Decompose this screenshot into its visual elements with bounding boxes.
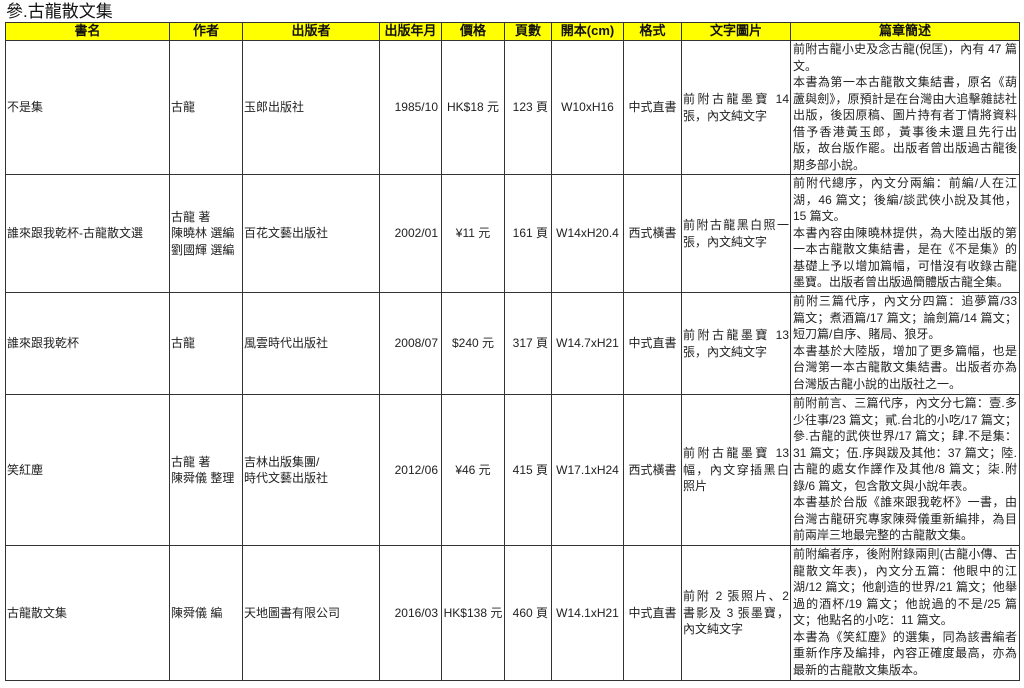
pages-cell: 460 頁 <box>504 545 552 681</box>
table-row: 古龍散文集 陳舜儀 編 天地圖書有限公司 2016/03 HK$138 元 460 頁 W1… <box>5 545 1020 681</box>
format-cell: 中式直書 <box>623 545 682 681</box>
publisher-cell: 天地圖書有限公司 <box>242 545 380 681</box>
column-header: 書名 <box>5 22 170 41</box>
author-line: 陳舜儀 整理 <box>171 471 235 485</box>
description-paragraph: 前附編者序，後附附錄兩則(古龍小傳、古龍散文年表)，內文分五篇：他眼中的江湖/1… <box>793 547 1017 627</box>
size-cell: W17.1xH24 <box>551 394 624 546</box>
column-header: 出版年月 <box>379 22 442 41</box>
book-name-cell: 誰來跟我乾杯-古龍散文選 <box>5 174 170 293</box>
author-line: 古龍 著 <box>171 209 211 224</box>
price-cell: HK$138 元 <box>441 545 505 681</box>
pictures-cell: 前附古龍墨寶 14 張，內文純文字 <box>681 40 791 175</box>
date-cell: 2016/03 <box>379 545 442 681</box>
pages-cell: 415 頁 <box>504 394 552 546</box>
pictures-cell: 前附 2 張照片、2 書影及 3 張墨寶，內文純文字 <box>681 545 791 681</box>
description-cell: 前附前言、三篇代序，內文分七篇：壹.多少往事/23 篇文；貳.台北的小吃/17 … <box>790 394 1020 546</box>
price-cell: HK$18 元 <box>441 40 505 175</box>
publisher-cell: 吉林出版集團/時代文藝出版社 <box>242 394 380 546</box>
description-cell: 前附三篇代序，內文分四篇：追夢篇/33 篇文；煮酒篇/17 篇文；論劍篇/14 … <box>790 292 1020 395</box>
price-cell: $240 元 <box>441 292 505 395</box>
description-paragraph: 前附三篇代序，內文分四篇：追夢篇/33 篇文；煮酒篇/17 篇文；論劍篇/14 … <box>793 294 1017 341</box>
column-header: 作者 <box>169 22 243 41</box>
publisher-cell: 百花文藝出版社 <box>242 174 380 293</box>
publisher-line: 吉林出版集團/ <box>244 454 320 469</box>
book-name-cell: 古龍散文集 <box>5 545 170 681</box>
format-cell: 西式橫書 <box>623 394 682 546</box>
column-header: 開本(cm) <box>551 22 624 41</box>
publisher-line: 天地圖書有限公司 <box>244 605 341 620</box>
date-cell: 2008/07 <box>379 292 442 395</box>
pages-cell: 317 頁 <box>504 292 552 395</box>
author-line: 古龍 <box>171 336 196 351</box>
author-line: 劉國輝 選編 <box>171 242 235 257</box>
publisher-line: 百花文藝出版社 <box>244 226 329 241</box>
format-cell: 中式直書 <box>623 292 682 395</box>
table-row: 不是集 古龍 玉郎出版社 1985/10 HK$18 元 123 頁 W10xH16 中式直書… <box>5 40 1020 175</box>
description-cell: 前附代總序，內文分兩編：前編/人在江湖，46 篇文；後編/談武俠小說及其他，15… <box>790 174 1020 293</box>
column-header: 文字圖片 <box>681 22 791 41</box>
price-cell: ¥11 元 <box>441 174 505 293</box>
pictures-cell: 前附古龍黑白照一張，內文純文字 <box>681 174 791 293</box>
description-paragraph: 本書為第一本古龍散文集結書，原名《葫蘆與劍》，原預計是在台灣由大追擊雜誌社出版，… <box>793 75 1017 172</box>
book-name-cell: 不是集 <box>5 40 170 175</box>
author-cell: 古龍 <box>169 40 243 175</box>
author-cell: 古龍 <box>169 292 243 395</box>
author-cell: 古龍 著陳曉林 選編 劉國輝 選編 <box>169 174 243 293</box>
date-cell: 2012/06 <box>379 394 442 546</box>
size-cell: W10xH16 <box>551 40 624 175</box>
section-title: 參.古龍散文集 <box>6 2 113 21</box>
author-line: 古龍 <box>171 100 196 115</box>
description-paragraph: 本書內容由陳曉林提供，為大陸出版的第一本古龍散文集結書，是在《不是集》的基礎上予… <box>793 225 1017 290</box>
column-header: 篇章簡述 <box>790 22 1020 41</box>
author-line: 古龍 著 <box>171 454 211 469</box>
date-cell: 2002/01 <box>379 174 442 293</box>
book-table: 書名 作者 出版者 出版年月 價格 頁數 開本(cm) 格式 文字圖片 篇章簡述 不是集 古龍 玉郎出… <box>5 22 1020 681</box>
pages-cell: 161 頁 <box>504 174 552 293</box>
publisher-cell: 玉郎出版社 <box>242 40 380 175</box>
author-cell: 陳舜儀 編 <box>169 545 243 681</box>
description-paragraph: 前附代總序，內文分兩編：前編/人在江湖，46 篇文；後編/談武俠小說及其他，15… <box>793 176 1017 223</box>
column-header: 出版者 <box>242 22 380 41</box>
format-cell: 中式直書 <box>623 40 682 175</box>
description-paragraph: 前附古龍小史及念古龍(倪匡)，內有 47 篇文。 <box>793 42 1017 73</box>
book-name-cell: 笑紅塵 <box>5 394 170 546</box>
price-cell: ¥46 元 <box>441 394 505 546</box>
table-row: 誰來跟我乾杯-古龍散文選 古龍 著陳曉林 選編 劉國輝 選編 百花文藝出版社 2002/… <box>5 174 1020 293</box>
size-cell: W14.7xH21 <box>551 292 624 395</box>
size-cell: W14.1xH21 <box>551 545 624 681</box>
author-line: 陳舜儀 編 <box>171 605 223 620</box>
date-cell: 1985/10 <box>379 40 442 175</box>
description-paragraph: 本書基於台版《誰來跟我乾杯》一書，由台灣古龍研究專家陳舜儀重新編排，為目前兩岸三… <box>793 495 1017 542</box>
description-paragraph: 本書為《笑紅塵》的選集，同為該書編者重新作序及編排，內容正確度最高，亦為最新的古… <box>793 629 1017 677</box>
book-name-cell: 誰來跟我乾杯 <box>5 292 170 395</box>
pictures-cell: 前附古龍墨寶 13 張，內文純文字 <box>681 292 791 395</box>
author-line: 陳曉林 選編 <box>171 226 235 241</box>
pictures-cell: 前附古龍墨寶 13 幅，內文穿插黑白照片 <box>681 394 791 546</box>
column-header: 格式 <box>623 22 682 41</box>
column-header: 價格 <box>441 22 505 41</box>
header-row: 書名 作者 出版者 出版年月 價格 頁數 開本(cm) 格式 文字圖片 篇章簡述 <box>5 22 1020 41</box>
pages-cell: 123 頁 <box>504 40 552 175</box>
description-cell: 前附古龍小史及念古龍(倪匡)，內有 47 篇文。 本書為第一本古龍散文集結書，原名… <box>790 40 1020 175</box>
description-cell: 前附編者序，後附附錄兩則(古龍小傳、古龍散文年表)，內文分五篇：他眼中的江湖/1… <box>790 545 1020 681</box>
table-row: 誰來跟我乾杯 古龍 風雲時代出版社 2008/07 $240 元 317 頁 W14.7xH… <box>5 292 1020 395</box>
publisher-line: 玉郎出版社 <box>244 100 305 115</box>
format-cell: 西式橫書 <box>623 174 682 293</box>
column-header: 頁數 <box>504 22 552 41</box>
publisher-line: 時代文藝出版社 <box>244 471 329 485</box>
publisher-cell: 風雲時代出版社 <box>242 292 380 395</box>
author-cell: 古龍 著陳舜儀 整理 <box>169 394 243 546</box>
size-cell: W14xH20.4 <box>551 174 624 293</box>
publisher-line: 風雲時代出版社 <box>244 336 329 351</box>
description-paragraph: 本書基於大陸版，增加了更多篇幅，也是台灣第一本古龍散文集結書。出版者亦為台灣版古… <box>793 343 1017 391</box>
description-paragraph: 前附前言、三篇代序，內文分七篇：壹.多少往事/23 篇文；貳.台北的小吃/17 … <box>793 396 1017 493</box>
